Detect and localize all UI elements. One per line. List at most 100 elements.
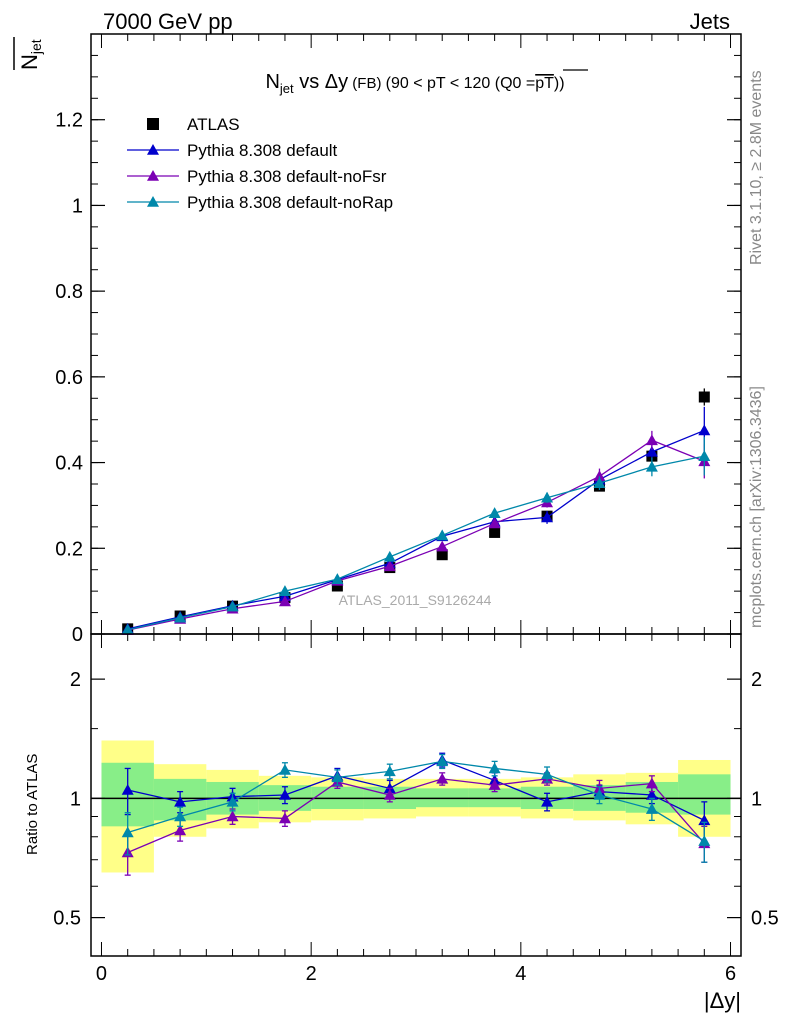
ratio-point <box>121 826 134 838</box>
main-series-3 <box>121 436 711 635</box>
main-ytick-label: 1 <box>72 195 83 217</box>
main-ytick-label: 0.4 <box>55 453 83 475</box>
legend-label: Pythia 8.308 default-noRap <box>187 193 393 212</box>
ratio-point <box>174 795 187 807</box>
legend-label: Pythia 8.308 default <box>187 141 338 160</box>
ratio-point <box>488 762 501 774</box>
legend-entry: ATLAS <box>147 115 240 134</box>
mc-point <box>645 434 658 446</box>
ratio-line <box>127 759 705 821</box>
mc-point <box>226 600 239 612</box>
ratio-point <box>278 812 291 824</box>
ratio-point <box>645 777 658 789</box>
ratio-ytick-label: 2 <box>70 669 81 691</box>
ratio-ytick-label: 0.5 <box>53 908 81 930</box>
legend: ATLAS Pythia 8.308 default Pythia 8.308 de… <box>127 115 393 212</box>
ratio-point <box>226 810 239 822</box>
mc-point <box>698 450 711 461</box>
ratio-line <box>127 760 705 842</box>
mc-point <box>121 623 134 635</box>
mc-point <box>488 507 501 518</box>
ratio-point <box>278 788 291 800</box>
mc-point <box>541 491 554 503</box>
mc-point <box>331 573 344 584</box>
ratio-point <box>174 810 187 822</box>
mc-point <box>436 529 449 541</box>
legend-entry: Pythia 8.308 default <box>127 141 338 160</box>
mc-point <box>278 595 291 607</box>
mc-point <box>383 550 396 562</box>
legend-label: ATLAS <box>187 115 240 134</box>
ratio-point <box>436 772 449 784</box>
main-ytick-label: 1.2 <box>55 110 83 132</box>
ratio-ytick-label: 1 <box>70 788 81 810</box>
data-point <box>698 391 710 403</box>
legend-entry: Pythia 8.308 default-noFsr <box>127 167 387 186</box>
svg-text:Njet: Njet <box>17 39 44 70</box>
main-ylabel: Njet <box>13 37 44 70</box>
ratio-series-2 <box>121 753 711 863</box>
main-series <box>121 388 711 635</box>
ratio-point <box>174 824 187 836</box>
mc-point <box>436 540 449 552</box>
energy-label: 7000 GeV pp <box>103 9 233 34</box>
ratio-point <box>436 755 449 767</box>
main-ytick-label: 0 <box>72 624 83 646</box>
rivet-version-label: Rivet 3.1.10, ≥ 2.8M events <box>748 70 765 265</box>
series-line <box>127 429 705 630</box>
xtick-label: 6 <box>725 963 736 985</box>
mc-point <box>488 517 501 529</box>
mc-point <box>593 477 606 488</box>
mc-point <box>278 585 291 596</box>
mc-point <box>698 424 711 436</box>
ratio-point <box>698 835 711 846</box>
x-axis-label: |Δy| <box>704 988 741 1013</box>
mc-point <box>645 445 658 457</box>
ratio-point <box>383 765 396 777</box>
main-y-ticks: 0 0.2 0.4 0.6 0.8 1 1.2 <box>55 33 741 646</box>
chart-title: Njet vs Δy (FB) (90 < pT < 120 (Q0 =pT)) <box>265 71 564 96</box>
ratio-x-ticks: 0 2 4 6 <box>96 634 736 985</box>
ratio-y-ticks: 0.5 0.5 1 1 2 2 <box>53 669 779 929</box>
series-line <box>127 439 705 631</box>
ratio-point <box>541 768 554 780</box>
ratio-bands <box>101 740 731 873</box>
mc-point <box>383 560 396 572</box>
series-line <box>127 455 705 631</box>
ratio-point <box>121 783 134 795</box>
mc-point <box>541 511 554 523</box>
ratio-point <box>383 788 396 800</box>
legend-marker <box>147 118 159 130</box>
legend-label: Pythia 8.308 default-noFsr <box>187 167 387 186</box>
ratio-point <box>645 803 658 814</box>
legend-marker <box>147 196 159 207</box>
ylabel-n: N <box>17 54 42 70</box>
main-ytick-label: 0.8 <box>55 281 83 303</box>
watermark-label: ATLAS_2011_S9126244 <box>339 592 492 608</box>
data-point <box>489 526 501 538</box>
ratio-point <box>278 763 291 775</box>
main-ytick-label: 0.6 <box>55 367 83 389</box>
mc-point <box>593 470 606 482</box>
legend-marker <box>147 170 159 181</box>
ratio-point <box>541 795 554 807</box>
xtick-label: 4 <box>515 963 526 985</box>
data-point <box>436 549 448 561</box>
main-x-ticks <box>100 34 732 634</box>
ratio-ytick-label-right: 1 <box>751 788 762 810</box>
ratio-point <box>226 795 239 807</box>
ratio-series <box>121 752 711 876</box>
mc-point <box>645 460 658 472</box>
main-panel: 0 0.2 0.4 0.6 0.8 1 1.2 ATLAS_2011_S9126244 Nj… <box>55 33 742 646</box>
mc-point <box>174 611 187 623</box>
ratio-line <box>127 778 705 854</box>
ratio-point <box>645 788 658 800</box>
data-point <box>331 580 343 592</box>
ratio-ytick-label-right: 2 <box>751 669 762 691</box>
ratio-point <box>331 771 344 783</box>
legend-marker <box>147 144 159 155</box>
source-label: mcplots.cern.ch [arXiv:1306.3436] <box>748 386 765 628</box>
ratio-point <box>593 788 606 800</box>
xtick-label: 2 <box>306 963 317 985</box>
